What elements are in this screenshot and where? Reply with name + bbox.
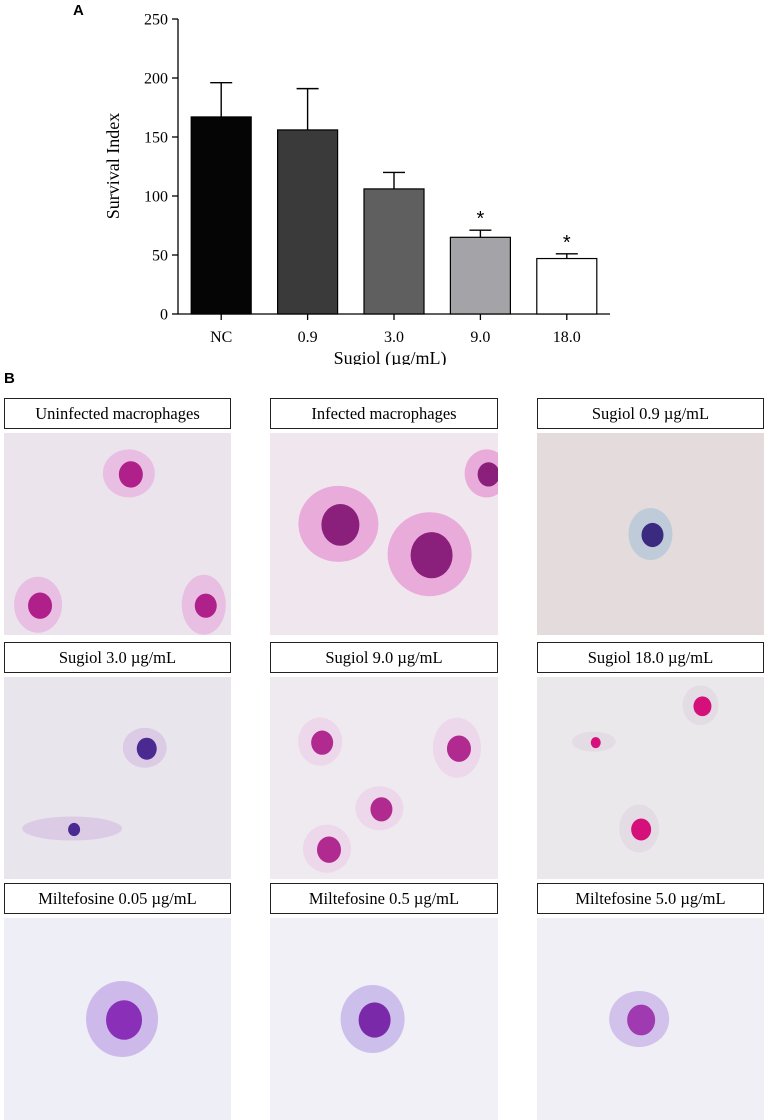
y-axis-label: Survival Index [103,113,123,219]
y-tick-label: 0 [160,307,168,324]
micrograph-caption: Miltefosine 5.0 µg/mL [537,883,764,914]
macrophage-image-icon [4,433,231,635]
significance-marker: * [563,232,571,254]
treated-macrophage-image-icon [537,433,764,635]
treated-macrophage-image-icon [4,677,231,879]
survival-index-bar-chart: 0 50 100 150 200 250 NC 0.9 3.0 9.0 18.0 * * Surviv… [103,12,610,365]
y-tick-label: 50 [152,248,168,265]
bar [536,257,598,315]
bar [363,188,425,315]
y-tick-label: 150 [144,130,168,147]
bar [277,129,339,315]
x-tick-label: 9.0 [470,329,490,346]
micrograph-caption: Miltefosine 0.5 µg/mL [270,883,498,914]
panel-b-label: B [4,370,15,387]
micrograph-caption: Sugiol 9.0 µg/mL [270,642,498,673]
x-tick-label: 18.0 [553,329,581,346]
treated-macrophage-image-icon [4,918,231,1120]
y-tick-label: 200 [144,71,168,88]
infected-macrophage-image-icon [270,433,498,635]
micrograph-caption: Miltefosine 0.05 µg/mL [4,883,231,914]
micrograph-caption: Sugiol 18.0 µg/mL [537,642,764,673]
treated-macrophage-image-icon [270,918,498,1120]
treated-macrophage-image-icon [270,677,498,879]
bar [449,236,511,315]
significance-marker: * [477,208,485,230]
treated-macrophage-image-icon [537,677,764,879]
micrograph-caption: Uninfected macrophages [4,398,231,429]
y-tick-label: 100 [144,189,168,206]
micrograph-caption: Sugiol 3.0 µg/mL [4,642,231,673]
panel-a-label: A [73,2,84,19]
micrograph-caption: Infected macrophages [270,398,498,429]
treated-macrophage-image-icon [537,918,764,1120]
x-tick-label: NC [210,329,232,346]
bar [190,116,252,315]
x-axis-label: Sugiol (µg/mL) [334,348,447,365]
y-tick-label: 250 [144,12,168,29]
x-tick-label: 3.0 [384,329,404,346]
x-tick-label: 0.9 [298,329,318,346]
micrograph-caption: Sugiol 0.9 µg/mL [537,398,764,429]
